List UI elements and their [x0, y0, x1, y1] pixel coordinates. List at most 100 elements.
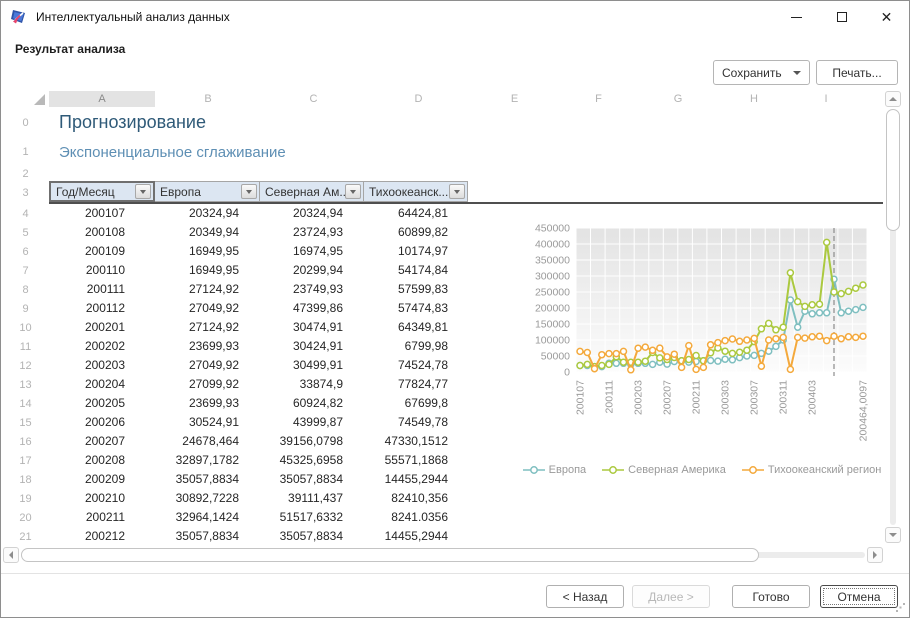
table-cell[interactable]: 27049,92 [188, 358, 239, 372]
table-cell[interactable]: 30424,91 [292, 339, 343, 353]
table-cell[interactable]: 200212 [84, 529, 125, 543]
filter-header-cell[interactable]: Северная Ам... [259, 181, 364, 202]
table-cell[interactable]: 200206 [84, 415, 125, 429]
horizontal-scrollbar-thumb[interactable] [21, 548, 759, 562]
table-cell[interactable]: 200209 [84, 472, 125, 486]
table-cell[interactable]: 57474,83 [397, 301, 448, 315]
table-cell[interactable]: 14455,2944 [384, 472, 448, 486]
table-cell[interactable]: 35057,8834 [279, 472, 343, 486]
table-cell[interactable]: 77824,77 [397, 377, 448, 391]
table-cell[interactable]: 200204 [84, 377, 125, 391]
table-cell[interactable]: 20324,94 [188, 206, 239, 220]
table-cell[interactable]: 23699,93 [188, 339, 239, 353]
table-cell[interactable]: 20349,94 [188, 225, 239, 239]
table-cell[interactable]: 27099,92 [188, 377, 239, 391]
table-cell[interactable]: 33874,9 [299, 377, 343, 391]
filter-header-cell[interactable]: Год/Месяц [49, 181, 155, 202]
table-cell[interactable]: 23699,93 [188, 396, 239, 410]
table-cell[interactable]: 6799,98 [404, 339, 448, 353]
table-cell[interactable]: 64349,81 [397, 320, 448, 334]
scroll-up-button[interactable] [885, 91, 901, 107]
vertical-scrollbar-thumb[interactable] [886, 109, 900, 231]
table-cell[interactable]: 74549,78 [397, 415, 448, 429]
save-button[interactable]: Сохранить [713, 60, 810, 85]
table-cell[interactable]: 32897,1782 [175, 453, 239, 467]
print-button[interactable]: Печать... [816, 60, 898, 85]
table-cell[interactable]: 200108 [84, 225, 125, 239]
table-cell[interactable]: 32964,1424 [175, 510, 239, 524]
table-cell[interactable]: 57599,83 [397, 282, 448, 296]
back-button[interactable]: < Назад [546, 585, 624, 608]
vertical-scrollbar[interactable] [885, 91, 901, 543]
table-cell[interactable]: 39111,437 [288, 491, 343, 505]
table-cell[interactable]: 24678,464 [182, 434, 239, 448]
table-cell[interactable]: 23724,93 [292, 225, 343, 239]
table-cell[interactable]: 45325,6958 [279, 453, 343, 467]
table-cell[interactable]: 200109 [84, 244, 125, 258]
table-cell[interactable]: 8241.0356 [391, 510, 448, 524]
table-body: 4 200107 20324,94 20324,94 64424,81 5 200108 20… [2, 204, 883, 546]
cancel-button[interactable]: Отмена [820, 585, 898, 608]
table-cell[interactable]: 39156,0798 [279, 434, 343, 448]
finish-button[interactable]: Готово [732, 585, 810, 608]
resize-grip-icon[interactable] [896, 603, 906, 613]
filter-dropdown-button[interactable] [449, 184, 465, 199]
filter-dropdown-button[interactable] [345, 184, 361, 199]
table-cell[interactable]: 43999,87 [292, 415, 343, 429]
table-cell[interactable]: 35057,8834 [175, 472, 239, 486]
table-cell[interactable]: 200210 [84, 491, 125, 505]
table-cell[interactable]: 200203 [84, 358, 125, 372]
table-cell[interactable]: 74524,78 [397, 358, 448, 372]
table-cell[interactable]: 27124,92 [188, 282, 239, 296]
table-cell[interactable]: 30892,7228 [175, 491, 239, 505]
table-cell[interactable]: 20324,94 [292, 206, 343, 220]
table-cell[interactable]: 200111 [86, 282, 125, 296]
table-cell[interactable]: 30499,91 [292, 358, 343, 372]
table-cell[interactable]: 47399,86 [292, 301, 343, 315]
vertical-scrollbar-track[interactable] [890, 109, 896, 525]
table-cell[interactable]: 200202 [84, 339, 125, 353]
horizontal-scrollbar[interactable] [3, 547, 883, 563]
table-cell[interactable]: 200208 [84, 453, 125, 467]
scroll-down-button[interactable] [885, 527, 901, 543]
table-cell[interactable]: 64424,81 [397, 206, 448, 220]
table-cell[interactable]: 16974,95 [292, 244, 343, 258]
table-cell[interactable]: 200112 [85, 301, 125, 315]
table-cell[interactable]: 30474,91 [292, 320, 343, 334]
table-cell[interactable]: 35057,8834 [175, 529, 239, 543]
table-cell[interactable]: 16949,95 [188, 263, 239, 277]
table-cell[interactable]: 16949,95 [188, 244, 239, 258]
table-cell[interactable]: 55571,1868 [384, 453, 448, 467]
table-cell[interactable]: 10174,97 [397, 244, 448, 258]
table-cell[interactable]: 200107 [84, 206, 125, 220]
table-cell[interactable]: 27124,92 [188, 320, 239, 334]
table-cell[interactable]: 200205 [84, 396, 125, 410]
filter-dropdown-button[interactable] [241, 184, 257, 199]
scroll-left-button[interactable] [3, 547, 19, 563]
maximize-button[interactable] [819, 1, 864, 33]
table-cell[interactable]: 82410,356 [391, 491, 448, 505]
minimize-button[interactable] [774, 1, 819, 33]
filter-header-cell[interactable]: Тихоокеанск... [363, 181, 468, 202]
filter-dropdown-button[interactable] [135, 184, 151, 199]
table-cell[interactable]: 200110 [85, 263, 125, 277]
table-cell[interactable]: 60899,82 [397, 225, 448, 239]
table-cell[interactable]: 200211 [85, 510, 125, 524]
table-cell[interactable]: 20299,94 [292, 263, 343, 277]
table-cell[interactable]: 67699,8 [404, 396, 448, 410]
table-cell[interactable]: 27049,92 [188, 301, 239, 315]
table-cell[interactable]: 35057,8834 [279, 529, 343, 543]
table-cell[interactable]: 30524,91 [188, 415, 239, 429]
table-cell[interactable]: 14455,2944 [384, 529, 448, 543]
table-cell[interactable]: 200201 [84, 320, 125, 334]
close-button[interactable]: ✕ [864, 1, 909, 33]
filter-header-cell[interactable]: Европа [154, 181, 260, 202]
scroll-right-button[interactable] [867, 547, 883, 563]
table-cell[interactable]: 23749,93 [292, 282, 343, 296]
table-cell[interactable]: 60924,82 [292, 396, 343, 410]
table-cell[interactable]: 200207 [84, 434, 125, 448]
next-button[interactable]: Далее > [632, 585, 710, 608]
table-cell[interactable]: 47330,1512 [384, 434, 448, 448]
table-cell[interactable]: 51517,6332 [279, 510, 343, 524]
table-cell[interactable]: 54174,84 [397, 263, 448, 277]
